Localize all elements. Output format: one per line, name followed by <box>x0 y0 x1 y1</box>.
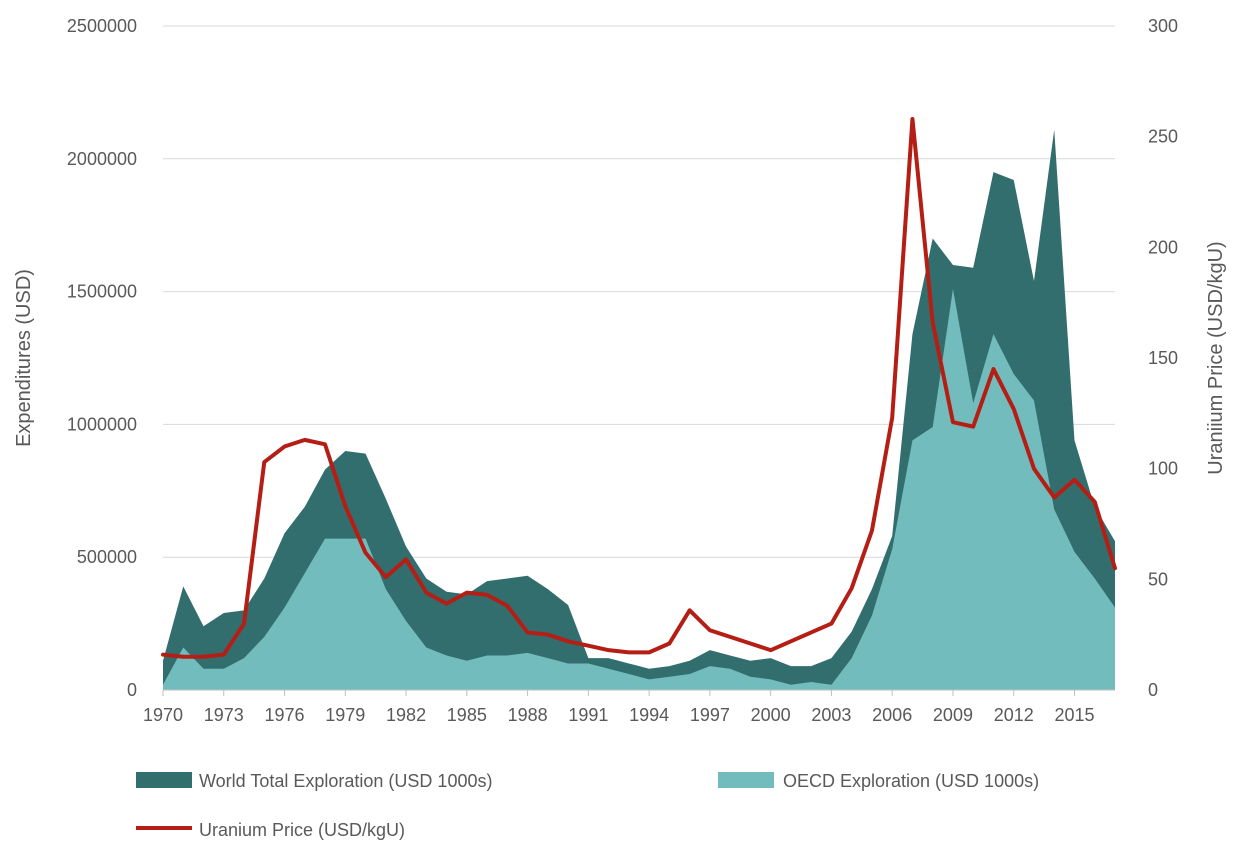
area-series <box>163 129 1115 690</box>
right-tick-label: 200 <box>1148 237 1178 257</box>
right-tick-label: 150 <box>1148 348 1178 368</box>
area-oecd <box>163 288 1115 690</box>
line-series <box>161 116 1117 659</box>
left-tick-label: 2000000 <box>67 149 137 169</box>
left-axis-title: Expenditures (USD) <box>13 269 35 447</box>
legend-label-world-total: World Total Exploration (USD 1000s) <box>199 771 492 791</box>
x-tick-label: 1988 <box>508 705 548 725</box>
right-axis-title: Uraniium Price (USD/kgU) <box>1205 241 1227 474</box>
legend-item-uranium-price: Uranium Price (USD/kgU) <box>136 820 405 840</box>
legend-item-oecd: OECD Exploration (USD 1000s) <box>718 771 1039 791</box>
legend: World Total Exploration (USD 1000s) OECD… <box>136 771 1039 840</box>
x-tick-label: 1991 <box>568 705 608 725</box>
x-tick-label: 1970 <box>143 705 183 725</box>
area-world-total <box>163 129 1115 690</box>
legend-label-oecd: OECD Exploration (USD 1000s) <box>783 771 1039 791</box>
x-tick-label: 2006 <box>872 705 912 725</box>
right-tick-label: 100 <box>1148 459 1178 479</box>
x-tick-label: 1994 <box>629 705 669 725</box>
x-tick-label: 2003 <box>811 705 851 725</box>
right-tick-label: 50 <box>1148 569 1168 589</box>
x-axis-ticks: 1970 1973 1976 1979 1982 1985 1988 1991 1994 1997… <box>143 690 1095 725</box>
x-tick-label: 2012 <box>994 705 1034 725</box>
left-tick-label: 1000000 <box>67 414 137 434</box>
x-tick-label: 1979 <box>325 705 365 725</box>
left-tick-label: 2500000 <box>67 16 137 36</box>
right-tick-label: 0 <box>1148 680 1158 700</box>
left-tick-label: 500000 <box>77 547 137 567</box>
x-tick-label: 2009 <box>933 705 973 725</box>
legend-label-uranium-price: Uranium Price (USD/kgU) <box>199 820 405 840</box>
right-tick-label: 300 <box>1148 16 1178 36</box>
x-tick-label: 1976 <box>265 705 305 725</box>
legend-item-world-total: World Total Exploration (USD 1000s) <box>136 771 492 791</box>
x-tick-label: 1973 <box>204 705 244 725</box>
right-axis-ticks: 0 50 100 150 200 250 300 <box>1148 16 1178 700</box>
left-tick-label: 1500000 <box>67 282 137 302</box>
x-tick-label: 1982 <box>386 705 426 725</box>
x-tick-label: 1997 <box>690 705 730 725</box>
left-axis-ticks: 0 500000 1000000 1500000 2000000 2500000 <box>67 16 137 700</box>
left-tick-label: 0 <box>127 680 137 700</box>
right-tick-label: 250 <box>1148 127 1178 147</box>
x-tick-label: 1985 <box>447 705 487 725</box>
line-uranium-price <box>161 116 1117 659</box>
x-tick-label: 2000 <box>751 705 791 725</box>
legend-swatch-oecd <box>718 772 774 788</box>
legend-swatch-world-total <box>136 772 192 788</box>
x-tick-label: 2015 <box>1054 705 1094 725</box>
